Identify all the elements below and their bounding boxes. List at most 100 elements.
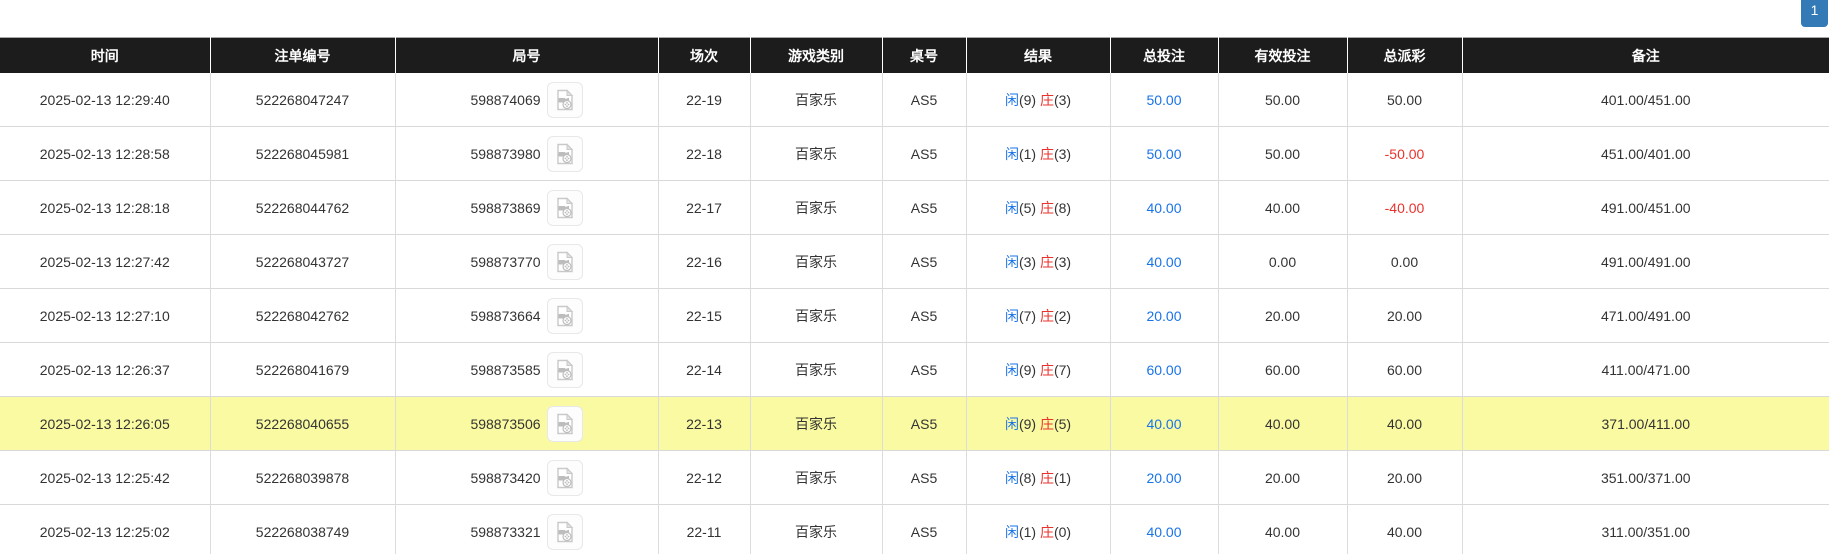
table-row[interactable]: 2025-02-13 12:26:37 522268041679 598873585… [0,342,1829,397]
valid-bet-cell: 50.00 [1218,73,1348,127]
total-bet-cell: 40.00 [1110,396,1219,451]
player-result-label: 闲 [1004,253,1019,270]
bet-id-cell: 522268047247 [210,73,396,127]
round-number: 598873506 [470,415,541,432]
time-cell: 2025-02-13 12:25:02 [0,504,211,554]
payout-value: 20.00 [1386,307,1423,324]
col-header-payout: 总派彩 [1347,37,1463,73]
video-file-icon[interactable] [546,459,583,496]
valid-bet-cell: 50.00 [1218,126,1348,181]
time-cell: 2025-02-13 12:25:42 [0,450,211,505]
time-cell: 2025-02-13 12:26:37 [0,342,211,397]
payout-value: -40.00 [1384,199,1425,216]
table-row[interactable]: 2025-02-13 12:27:10 522268042762 598873664… [0,288,1829,343]
banker-result-label: 庄 [1039,91,1054,108]
session-cell: 22-12 [658,450,751,505]
session-cell: 22-16 [658,234,751,289]
game-type-cell: 百家乐 [750,180,883,235]
payout-cell: 50.00 [1347,73,1463,127]
time-cell: 2025-02-13 12:28:18 [0,180,211,235]
video-file-icon[interactable] [546,351,583,388]
result-cell: 闲(3) 庄(3) [966,234,1111,289]
valid-bet-cell: 0.00 [1218,234,1348,289]
payout-cell: 0.00 [1347,234,1463,289]
payout-cell: 20.00 [1347,450,1463,505]
col-header-bet-id: 注单编号 [210,37,396,73]
pagination-page-1-button[interactable]: 1 [1801,0,1828,27]
game-type-cell: 百家乐 [750,396,883,451]
video-file-icon[interactable] [546,81,583,118]
video-file-icon[interactable] [546,189,583,226]
col-header-table-no: 桌号 [882,37,967,73]
payout-cell: 40.00 [1347,396,1463,451]
player-result-label: 闲 [1004,523,1019,540]
table-body: 2025-02-13 12:29:40 522268047247 598874069… [0,73,1829,554]
remark-cell: 351.00/371.00 [1462,450,1829,505]
payout-cell: 20.00 [1347,288,1463,343]
payout-cell: 60.00 [1347,342,1463,397]
col-header-result: 结果 [966,37,1111,73]
valid-bet-cell: 20.00 [1218,288,1348,343]
video-file-icon[interactable] [546,243,583,280]
table-row[interactable]: 2025-02-13 12:25:42 522268039878 598873420… [0,450,1829,505]
payout-value: 60.00 [1386,361,1423,378]
total-bet-link[interactable]: 50.00 [1146,91,1182,108]
table-no-cell: AS5 [882,450,967,505]
round-cell: 598873980 [395,126,659,181]
game-type-cell: 百家乐 [750,234,883,289]
total-bet-cell: 50.00 [1110,126,1219,181]
banker-result-label: 庄 [1039,253,1054,270]
video-file-icon[interactable] [546,405,583,442]
session-cell: 22-13 [658,396,751,451]
player-result-label: 闲 [1004,91,1019,108]
total-bet-link[interactable]: 20.00 [1146,307,1182,324]
round-number: 598873321 [470,523,541,540]
table-row[interactable]: 2025-02-13 12:28:58 522268045981 598873980… [0,126,1829,181]
total-bet-link[interactable]: 50.00 [1146,145,1182,162]
remark-cell: 401.00/451.00 [1462,73,1829,127]
banker-result-label: 庄 [1039,145,1054,162]
session-cell: 22-15 [658,288,751,343]
table-no-cell: AS5 [882,234,967,289]
table-row[interactable]: 2025-02-13 12:27:42 522268043727 598873770… [0,234,1829,289]
valid-bet-cell: 40.00 [1218,180,1348,235]
session-cell: 22-18 [658,126,751,181]
table-row[interactable]: 2025-02-13 12:28:18 522268044762 598873869… [0,180,1829,235]
table-row[interactable]: 2025-02-13 12:25:02 522268038749 598873321… [0,504,1829,554]
player-result-label: 闲 [1004,361,1019,378]
bet-id-cell: 522268045981 [210,126,396,181]
banker-result-label: 庄 [1039,199,1054,216]
table-no-cell: AS5 [882,180,967,235]
round-cell: 598873506 [395,396,659,451]
banker-result-label: 庄 [1039,523,1054,540]
total-bet-link[interactable]: 40.00 [1146,199,1182,216]
bet-id-cell: 522268042762 [210,288,396,343]
table-no-cell: AS5 [882,504,967,554]
table-no-cell: AS5 [882,73,967,127]
col-header-time: 时间 [0,37,211,73]
total-bet-link[interactable]: 40.00 [1146,523,1182,540]
video-file-icon[interactable] [546,297,583,334]
game-type-cell: 百家乐 [750,288,883,343]
total-bet-link[interactable]: 60.00 [1146,361,1182,378]
total-bet-link[interactable]: 40.00 [1146,253,1182,270]
bet-id-cell: 522268044762 [210,180,396,235]
total-bet-link[interactable]: 20.00 [1146,469,1182,486]
table-no-cell: AS5 [882,396,967,451]
video-file-icon[interactable] [546,135,583,172]
session-cell: 22-11 [658,504,751,554]
time-cell: 2025-02-13 12:26:05 [0,396,211,451]
payout-value: 40.00 [1386,523,1423,540]
table-row[interactable]: 2025-02-13 12:26:05 522268040655 598873506… [0,396,1829,451]
col-header-round: 局号 [395,37,659,73]
payout-value: 0.00 [1390,253,1419,270]
table-no-cell: AS5 [882,288,967,343]
video-file-icon[interactable] [546,513,583,550]
total-bet-link[interactable]: 40.00 [1146,415,1182,432]
col-header-session: 场次 [658,37,751,73]
round-cell: 598873420 [395,450,659,505]
table-row[interactable]: 2025-02-13 12:29:40 522268047247 598874069… [0,73,1829,127]
total-bet-cell: 40.00 [1110,234,1219,289]
game-type-cell: 百家乐 [750,504,883,554]
